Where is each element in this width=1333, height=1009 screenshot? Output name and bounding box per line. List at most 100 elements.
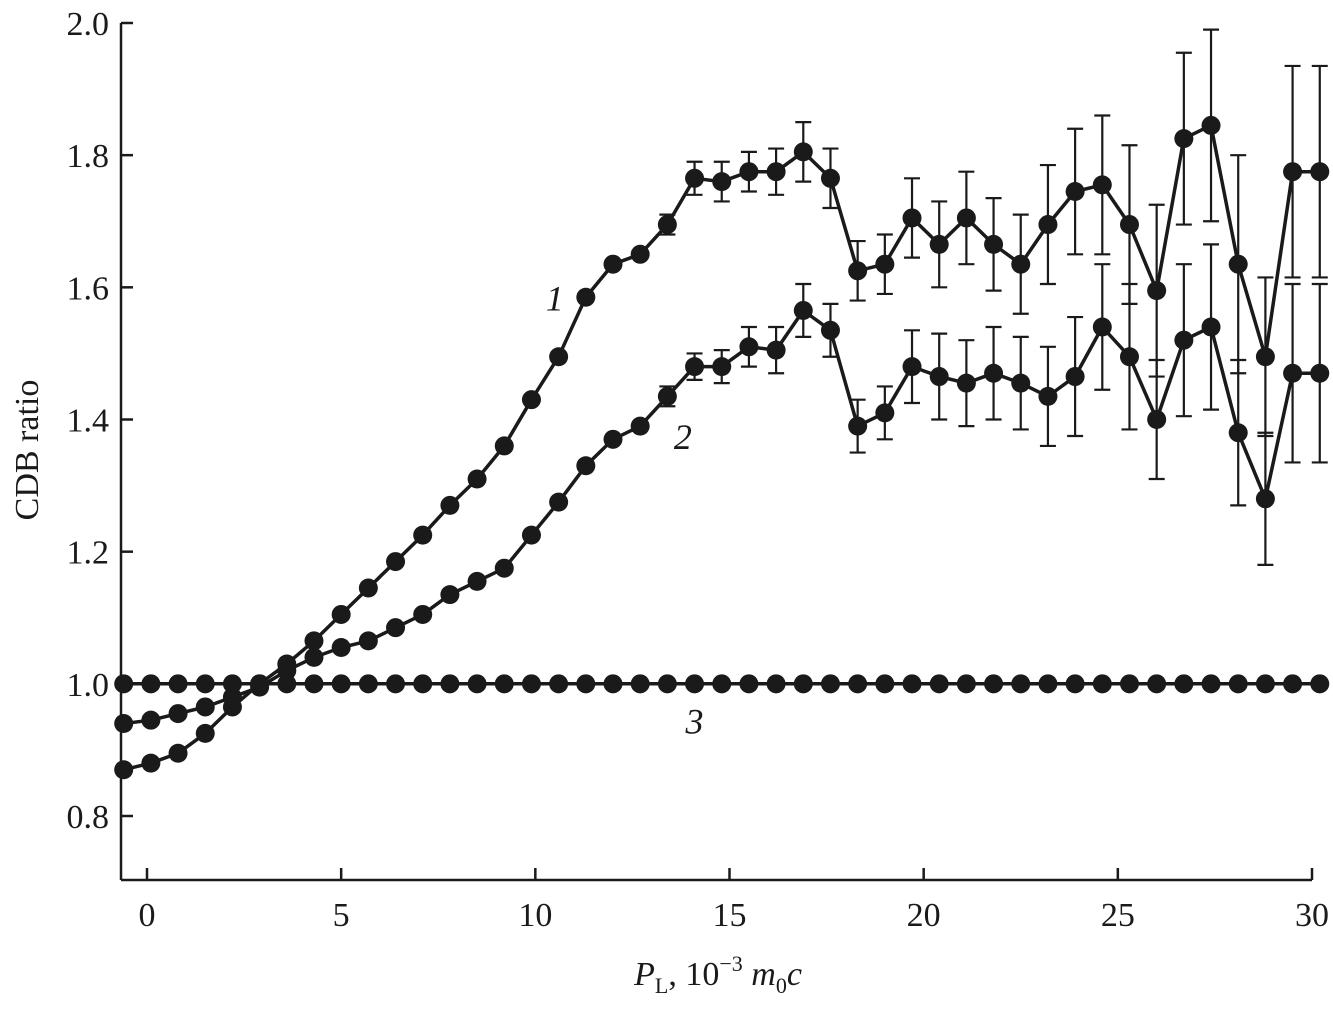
- data-point: [222, 687, 242, 707]
- data-point: [603, 254, 623, 274]
- data-point: [1092, 317, 1112, 337]
- data-point: [440, 495, 460, 515]
- data-point: [494, 674, 514, 694]
- data-point: [358, 631, 378, 651]
- data-point: [467, 571, 487, 591]
- x-tick-label: 25: [1101, 897, 1135, 934]
- series-2: [114, 243, 1330, 733]
- data-point: [1228, 674, 1248, 694]
- data-point: [1092, 175, 1112, 195]
- data-point: [902, 357, 922, 377]
- data-point: [875, 254, 895, 274]
- curve-labels: 1 2 3: [546, 278, 704, 741]
- y-tick-label: 1.8: [67, 138, 110, 175]
- data-point: [440, 674, 460, 694]
- data-point: [685, 168, 705, 188]
- data-point: [195, 723, 215, 743]
- data-point: [685, 357, 705, 377]
- data-point: [114, 760, 134, 780]
- data-point: [576, 456, 596, 476]
- data-point: [1310, 162, 1330, 182]
- data-point: [358, 674, 378, 694]
- data-point: [1310, 363, 1330, 383]
- data-point: [603, 429, 623, 449]
- data-point: [875, 403, 895, 423]
- data-point: [1174, 330, 1194, 350]
- data-point: [984, 674, 1004, 694]
- data-point: [141, 710, 161, 730]
- data-point: [657, 674, 677, 694]
- data-point: [848, 261, 868, 281]
- data-point: [766, 674, 786, 694]
- x-tick-label: 20: [907, 897, 941, 934]
- data-point: [304, 674, 324, 694]
- data-point: [956, 373, 976, 393]
- y-tick-label: 1.4: [67, 403, 110, 440]
- series-line: [123, 123, 1320, 772]
- data-point: [1283, 674, 1303, 694]
- data-point: [1201, 317, 1221, 337]
- data-point: [521, 525, 541, 545]
- data-point: [820, 674, 840, 694]
- data-point: [848, 674, 868, 694]
- data-point: [141, 674, 161, 694]
- data-point: [413, 674, 433, 694]
- data-point: [1255, 489, 1275, 509]
- data-point: [1011, 674, 1031, 694]
- data-point: [1065, 182, 1085, 202]
- data-point: [1147, 281, 1167, 301]
- axes: [119, 23, 1312, 882]
- data-point: [1283, 363, 1303, 383]
- data-point: [1065, 367, 1085, 387]
- curve-label-1: 1: [546, 278, 564, 318]
- data-point: [413, 604, 433, 624]
- data-point: [358, 578, 378, 598]
- data-point: [1147, 410, 1167, 429]
- data-point: [657, 386, 677, 406]
- data-point: [956, 674, 976, 694]
- data-point: [549, 492, 569, 512]
- data-point: [956, 208, 976, 228]
- data-point: [168, 704, 188, 724]
- data-point: [521, 674, 541, 694]
- data-point: [440, 585, 460, 605]
- x-tick-label: 0: [139, 897, 156, 934]
- data-point: [902, 674, 922, 694]
- data-point: [712, 172, 732, 192]
- data-point: [386, 552, 406, 572]
- data-point: [1255, 674, 1275, 694]
- data-point: [331, 674, 351, 694]
- data-point: [685, 674, 705, 694]
- data-point: [1147, 674, 1167, 694]
- ticks: 0.8 1.0 1.2 1.4 1.6 1.8 2.0 0 5 10 15 20 25 30: [67, 6, 1330, 934]
- data-point: [1255, 347, 1275, 367]
- x-tick-label: 5: [333, 897, 350, 934]
- data-point: [902, 208, 922, 228]
- series-3: [114, 674, 1330, 694]
- data-point: [929, 234, 949, 254]
- data-point: [712, 674, 732, 694]
- data-point: [1119, 347, 1139, 367]
- data-point: [793, 142, 813, 162]
- data-point: [820, 168, 840, 188]
- data-point: [168, 674, 188, 694]
- data-point: [630, 244, 650, 264]
- data-point: [1310, 674, 1330, 694]
- data-point: [494, 436, 514, 456]
- data-point: [141, 753, 161, 773]
- data-point: [739, 337, 759, 357]
- x-axis-title: PL, 10−3 m0c: [633, 951, 802, 998]
- x-tick-label: 30: [1295, 897, 1329, 934]
- data-point: [712, 357, 732, 377]
- data-point: [766, 340, 786, 360]
- data-point: [793, 674, 813, 694]
- data-point: [630, 674, 650, 694]
- data-point: [875, 674, 895, 694]
- data-point: [576, 287, 596, 307]
- data-point: [1038, 674, 1058, 694]
- data-point: [929, 367, 949, 387]
- y-tick-label: 1.2: [67, 535, 110, 572]
- data-point: [984, 234, 1004, 254]
- data-point: [1228, 254, 1248, 274]
